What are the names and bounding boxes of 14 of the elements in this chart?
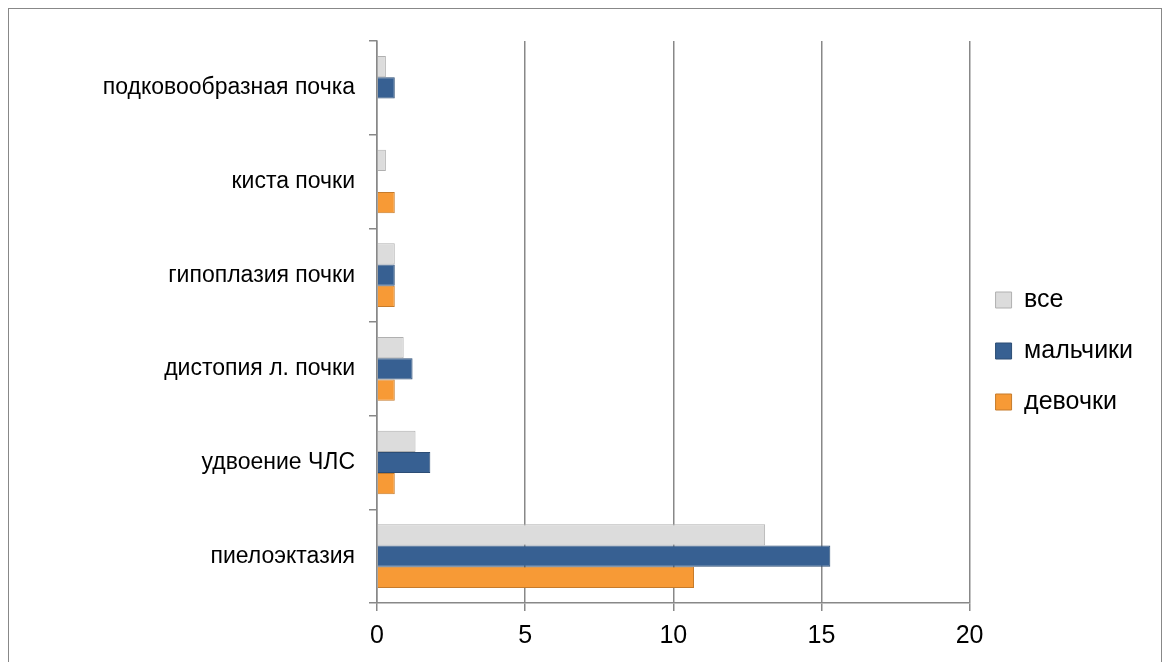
- y-tick-label: пиелоэктазия: [210, 541, 355, 568]
- y-tick-label: киста почки: [231, 166, 355, 193]
- x-tick-label: 20: [955, 619, 984, 648]
- y-tick-label: подковообразная почка: [102, 73, 356, 100]
- y-tick-label: удвоение ЧЛС: [201, 447, 355, 474]
- x-tick-label: 0: [370, 619, 384, 648]
- y-tick-label: гипоплазия почки: [168, 260, 355, 287]
- y-tick-label: дистопия л. почки: [164, 354, 355, 381]
- legend-label: девочки: [1024, 385, 1117, 414]
- x-tick-label: 5: [518, 619, 533, 648]
- x-tick-label: 15: [807, 619, 836, 648]
- legend-label: мальчики: [1024, 334, 1134, 363]
- x-tick-label: 10: [659, 619, 688, 648]
- legend-label: все: [1024, 283, 1064, 312]
